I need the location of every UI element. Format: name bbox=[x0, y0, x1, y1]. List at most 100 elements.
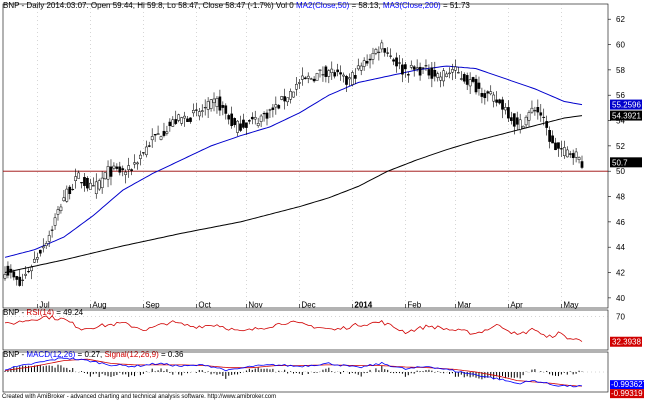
candle-body bbox=[136, 162, 139, 165]
candle bbox=[471, 76, 475, 84]
candle bbox=[94, 173, 98, 199]
candle-body bbox=[521, 125, 525, 129]
price-tick-label: 54 bbox=[616, 117, 625, 126]
candle-body bbox=[412, 66, 416, 70]
candle-body bbox=[71, 188, 75, 191]
candle-body bbox=[427, 69, 431, 76]
candle bbox=[30, 264, 33, 280]
month-tick-label: Dec bbox=[301, 301, 315, 310]
candle-body bbox=[295, 83, 298, 90]
header-ma3-value: = 51.73 bbox=[440, 1, 470, 10]
candle-body bbox=[536, 107, 540, 113]
candle bbox=[38, 249, 42, 257]
candle-body bbox=[498, 99, 501, 104]
candle bbox=[501, 96, 504, 119]
candle bbox=[136, 161, 139, 170]
candle-body bbox=[265, 112, 269, 119]
candle-body bbox=[127, 165, 130, 170]
candle-body bbox=[286, 97, 289, 103]
rsi-symbol: BNP bbox=[3, 308, 20, 317]
candle-body bbox=[368, 58, 372, 61]
rsi-pane: 70 32.3938 bbox=[3, 313, 642, 347]
candle-body bbox=[489, 91, 493, 95]
candle bbox=[56, 206, 60, 221]
candle-body bbox=[245, 122, 248, 128]
last-value-label: 50.7 bbox=[612, 158, 628, 167]
candle bbox=[477, 76, 481, 96]
candle-body bbox=[262, 113, 266, 115]
candle bbox=[560, 140, 563, 157]
candle-body bbox=[189, 117, 192, 122]
candle bbox=[91, 177, 95, 187]
price-pane-frame bbox=[2, 3, 609, 309]
candle bbox=[454, 59, 457, 79]
candle-body bbox=[271, 107, 275, 110]
candle bbox=[183, 111, 186, 127]
candle bbox=[262, 111, 266, 122]
candle bbox=[571, 149, 575, 165]
candle-body bbox=[318, 69, 322, 71]
price-axis: 40 42 44 46 48 50 52 54 56 58 60 62 bbox=[608, 15, 625, 303]
candle-body bbox=[474, 78, 478, 93]
candle-body bbox=[74, 176, 78, 181]
candle-body bbox=[121, 168, 125, 171]
candle-body bbox=[548, 129, 551, 142]
candle-body bbox=[480, 93, 484, 97]
candle bbox=[44, 240, 48, 249]
candle-body bbox=[230, 113, 234, 126]
candle bbox=[212, 92, 216, 112]
candle-body bbox=[421, 67, 425, 69]
candle bbox=[189, 117, 192, 124]
candle bbox=[365, 54, 369, 66]
candle bbox=[12, 269, 16, 281]
candle-body bbox=[309, 78, 313, 80]
last-value-labels: 55.2596 54.3921 50.7 bbox=[610, 99, 642, 168]
candle bbox=[356, 58, 360, 71]
candle-body bbox=[274, 104, 278, 108]
candle-body bbox=[47, 235, 51, 242]
candle bbox=[124, 169, 128, 184]
candle-body bbox=[239, 123, 242, 131]
candle-body bbox=[77, 172, 80, 179]
macd-header: BNP - MACD(12,26) = 0.27, Signal(12,26,9… bbox=[3, 350, 183, 360]
candle-body bbox=[409, 65, 413, 68]
candle-body bbox=[86, 177, 89, 189]
candle bbox=[100, 171, 104, 194]
footer-credit: Created with AmiBroker - advanced charti… bbox=[2, 394, 277, 400]
candle bbox=[215, 96, 219, 114]
candle bbox=[362, 57, 366, 71]
candle-body bbox=[395, 57, 398, 67]
candle-body bbox=[389, 55, 392, 57]
candle-body bbox=[383, 48, 387, 53]
candle-body bbox=[227, 115, 231, 120]
header-ma2: MA2(Close,50) bbox=[295, 1, 350, 10]
candle bbox=[368, 54, 372, 69]
candle bbox=[415, 59, 419, 72]
candle bbox=[468, 72, 472, 95]
candle-body bbox=[374, 49, 378, 54]
candle-body bbox=[50, 229, 54, 231]
candle-body bbox=[527, 112, 531, 121]
candle bbox=[171, 116, 175, 128]
candle bbox=[283, 88, 287, 110]
candle bbox=[62, 189, 66, 202]
candle bbox=[374, 47, 378, 56]
candle-body bbox=[574, 151, 578, 158]
candle bbox=[200, 104, 204, 118]
candle bbox=[224, 103, 228, 120]
candle bbox=[442, 68, 445, 87]
candle-body bbox=[242, 119, 245, 128]
candle-body bbox=[6, 265, 10, 276]
candle-body bbox=[233, 118, 236, 126]
candle-body bbox=[554, 142, 557, 151]
macd-value: = 0.27, bbox=[75, 350, 105, 359]
last-value-box bbox=[610, 99, 642, 110]
candle bbox=[121, 165, 125, 177]
candle bbox=[489, 85, 493, 96]
rsi-tick-label: 70 bbox=[616, 313, 625, 322]
candle-body bbox=[356, 65, 360, 70]
candle bbox=[186, 116, 189, 123]
candle-body bbox=[83, 177, 86, 186]
candle bbox=[53, 213, 57, 230]
